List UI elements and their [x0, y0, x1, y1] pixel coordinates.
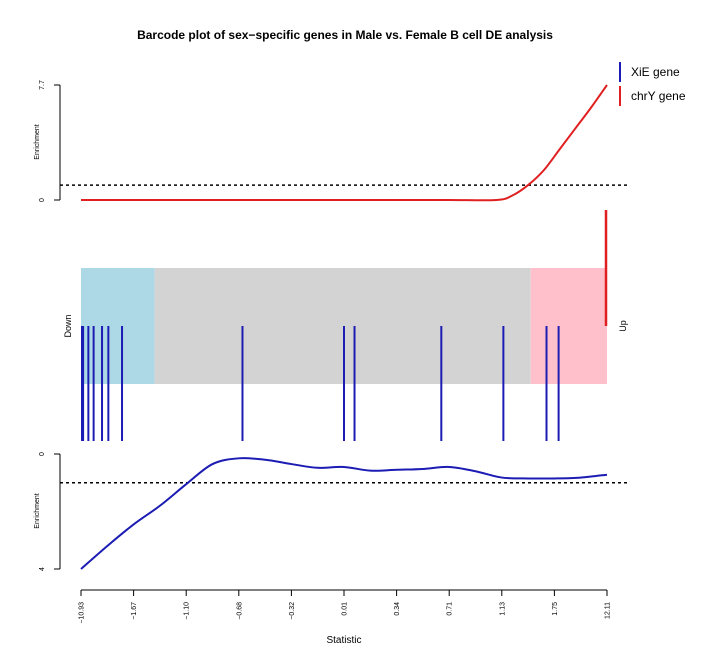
x-tick-label: 0.01 — [342, 602, 349, 616]
x-tick-label: −0.68 — [236, 602, 243, 620]
region-middle — [154, 268, 531, 384]
x-axis-title: Statistic — [326, 635, 361, 645]
x-tick-label: 12.11 — [605, 602, 612, 619]
x-tick-label: 0.34 — [394, 602, 401, 616]
bottom-y-tick-label-max: 4 — [39, 567, 46, 571]
x-axis: −10.93 −1.67 −1.10 −0.68 −0.32 0.01 0.34 0.71 1.… — [79, 589, 612, 645]
x-tick-label: −1.67 — [131, 602, 138, 620]
x-tick-label: 1.75 — [552, 602, 559, 616]
bottom-enrichment-curve — [80, 457, 608, 570]
x-tick-label: 1.13 — [499, 602, 506, 616]
region-down — [81, 268, 155, 384]
up-label: Up — [618, 320, 628, 332]
legend-label-xie: XiE gene — [631, 65, 680, 79]
bottom-panel: 0 4 Enrichment — [34, 452, 628, 571]
top-y-tick-label-min: 0 — [39, 198, 46, 202]
legend-label-chry: chrY gene — [631, 89, 686, 103]
x-axis-ticks: −10.93 −1.67 −1.10 −0.68 −0.32 0.01 0.34 0.71 1.… — [79, 590, 612, 624]
x-tick-label: 0.71 — [447, 602, 454, 616]
down-label: Down — [63, 314, 73, 337]
bottom-y-tick-label-min: 0 — [39, 452, 46, 456]
region-up — [530, 268, 607, 384]
xie-gene-bars — [81, 326, 560, 441]
top-y-axis-title: Enrichment — [34, 124, 41, 159]
top-panel: 7.7 0 Enrichment — [34, 80, 628, 202]
barcode-panel: Down Up — [63, 210, 628, 441]
chart-title: Barcode plot of sex−specific genes in Ma… — [137, 28, 553, 42]
legend: XiE gene chrY gene — [619, 62, 686, 106]
top-enrichment-curve — [81, 84, 608, 202]
x-tick-label: −0.32 — [289, 602, 296, 620]
x-tick-label: −10.93 — [79, 602, 86, 624]
x-tick-label: −1.10 — [184, 602, 191, 620]
bottom-y-axis-title: Enrichment — [34, 493, 41, 528]
top-y-tick-label-max: 7.7 — [39, 80, 46, 90]
